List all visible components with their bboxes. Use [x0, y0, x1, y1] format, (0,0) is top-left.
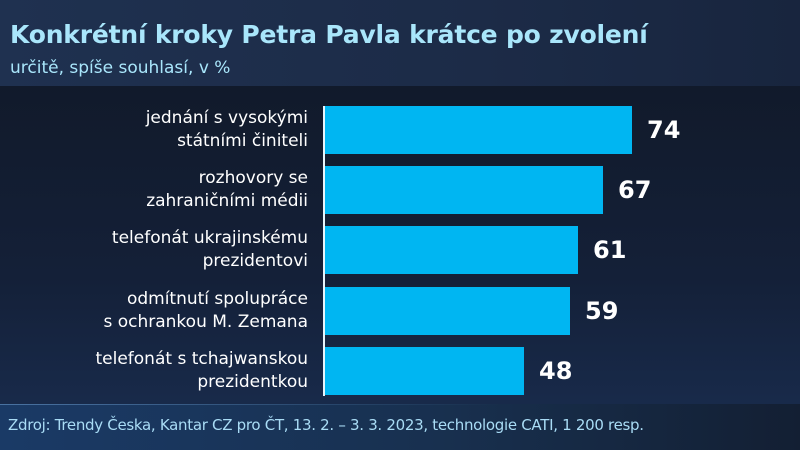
footer-divider: [0, 404, 500, 405]
chart-subtitle: určitě, spíše souhlasí, v %: [10, 58, 231, 78]
bar-value-label: 59: [585, 297, 619, 325]
bar-value-label: 48: [539, 357, 573, 385]
category-label-line-1: telefonát ukrajinskému: [111, 228, 308, 248]
category-label-line-1: jednání s vysokými: [145, 108, 308, 128]
bar-value-label: 67: [618, 176, 652, 204]
category-label: jednání s vysokými státními činiteli: [146, 106, 308, 154]
bar: [325, 287, 570, 335]
category-label: telefonát ukrajinskému prezidentovi: [112, 226, 308, 274]
category-label: odmítnutí spolupráce s ochrankou M. Zema…: [103, 287, 308, 335]
bar-row: telefonát ukrajinskému prezidentovi 61: [0, 226, 800, 274]
category-label: telefonát s tchajwanskou prezidentkou: [95, 347, 308, 395]
bar-row: telefonát s tchajwanskou prezidentkou 48: [0, 347, 800, 395]
category-label: rozhovory se zahraničními médii: [146, 166, 308, 214]
category-label-line-2: prezidentovi: [202, 251, 308, 271]
bar-row: jednání s vysokými státními činiteli 74: [0, 106, 800, 154]
bar-row: rozhovory se zahraničními médii 67: [0, 166, 800, 214]
chart-title: Konkrétní kroky Petra Pavla krátce po zv…: [10, 20, 648, 49]
chart-footer: Zdroj: Trendy Česka, Kantar CZ pro ČT, 1…: [0, 404, 800, 450]
category-label-line-1: telefonát s tchajwanskou: [95, 349, 308, 369]
category-label-line-2: s ochrankou M. Zemana: [103, 312, 308, 332]
bar: [325, 166, 603, 214]
category-label-line-2: zahraničními médii: [146, 191, 308, 211]
chart-header: Konkrétní kroky Petra Pavla krátce po zv…: [0, 0, 800, 86]
source-note: Zdroj: Trendy Česka, Kantar CZ pro ČT, 1…: [8, 416, 644, 434]
bar-value-label: 74: [647, 116, 681, 144]
category-label-line-1: rozhovory se: [198, 168, 308, 188]
bar-row: odmítnutí spolupráce s ochrankou M. Zema…: [0, 287, 800, 335]
category-label-line-2: prezidentkou: [197, 372, 308, 392]
bar: [325, 226, 578, 274]
bar: [325, 106, 632, 154]
category-axis-line: [323, 106, 325, 396]
bar-value-label: 61: [593, 236, 627, 264]
category-label-line-2: státními činiteli: [177, 131, 308, 151]
bar: [325, 347, 524, 395]
category-label-line-1: odmítnutí spolupráce: [126, 289, 308, 309]
